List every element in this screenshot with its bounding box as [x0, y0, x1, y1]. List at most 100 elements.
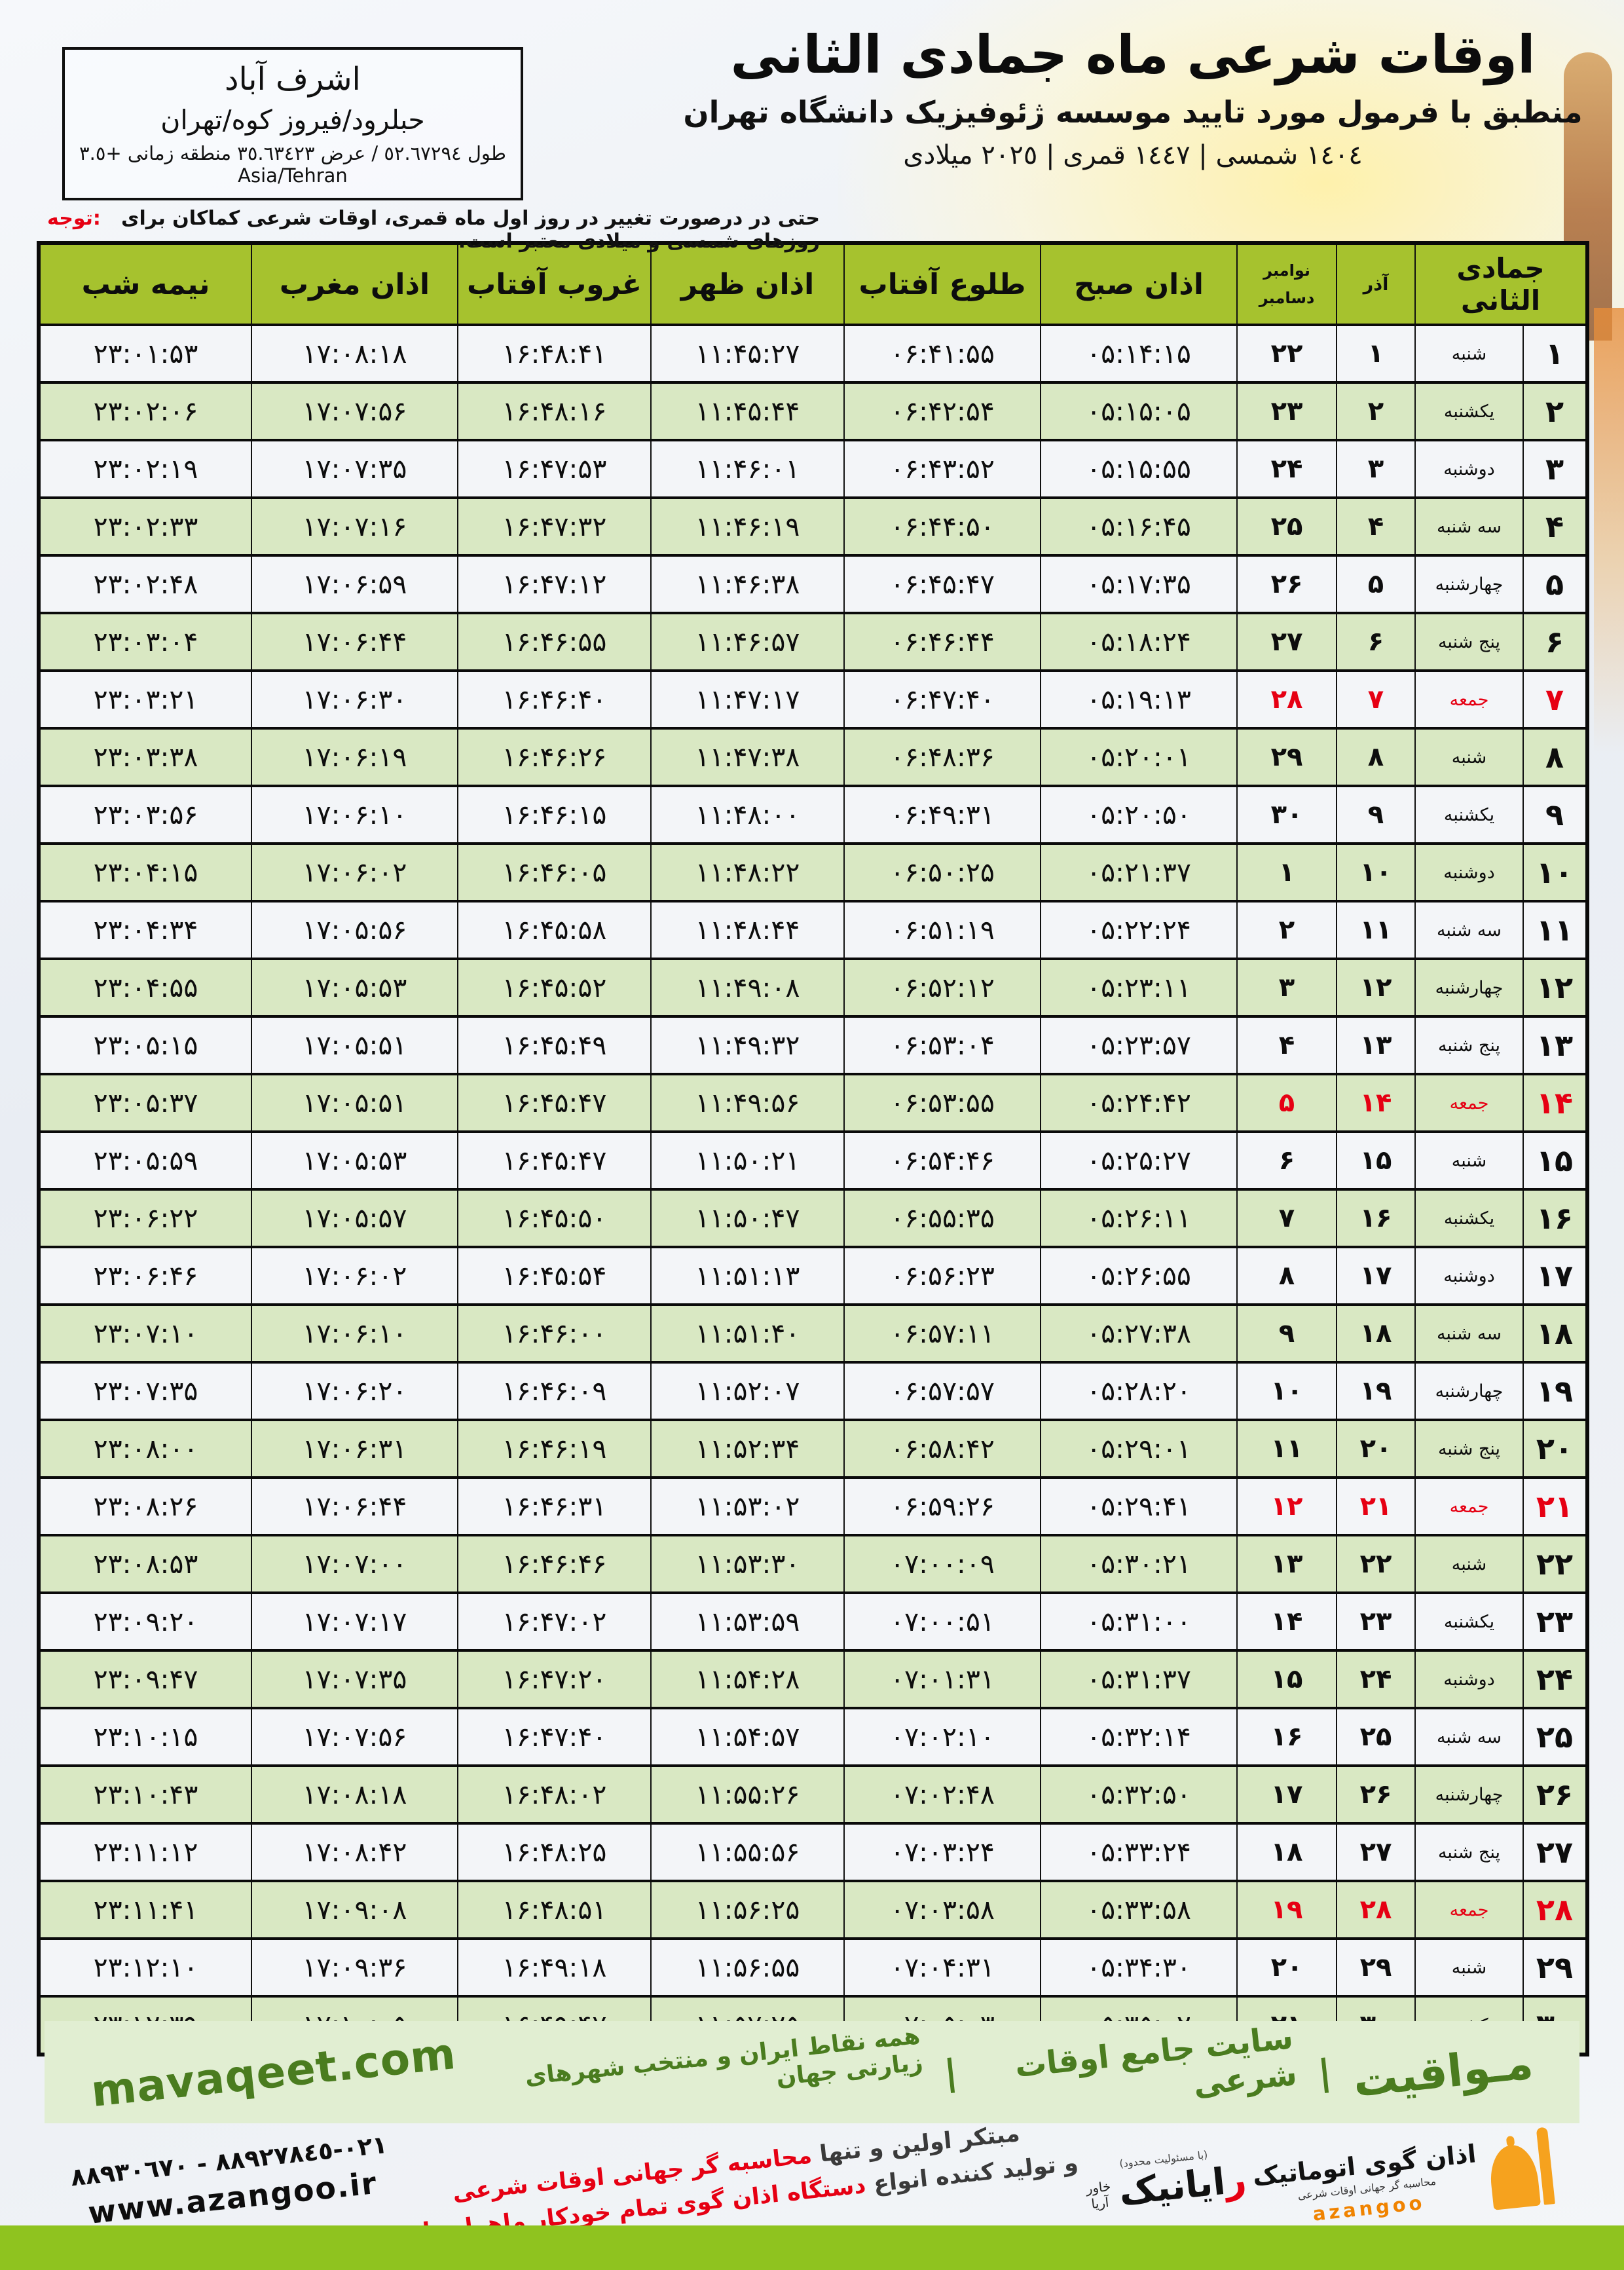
- cell-day: ۲۳: [1522, 1592, 1588, 1651]
- cell-sunset: ۱۶:۴۶:۱۹: [457, 1419, 652, 1478]
- cell-maghrib: ۱۷:۰۶:۰۲: [251, 843, 458, 902]
- cell-midnight: ۲۳:۰۲:۰۶: [38, 382, 252, 441]
- cell-midnight: ۲۳:۱۰:۱۵: [38, 1707, 252, 1766]
- cell-day: ۲: [1522, 382, 1588, 441]
- cell-day: ۱: [1522, 324, 1588, 383]
- cell-sunset: ۱۶:۴۵:۵۸: [457, 901, 652, 959]
- table-row: ۱۱ سه شنبه ۱۱ ۲ ۰۵:۲۲:۲۴ ۰۶:۵۱:۱۹ ۱۱:۴۸:۴۴ ۱۶:۴…: [38, 901, 1588, 959]
- header-midnight: نیمه شب: [38, 242, 252, 326]
- cell-maghrib: ۱۷:۰۷:۱۷: [251, 1592, 458, 1651]
- prayer-times-table: جمادی الثانی آذر نوامبر دسامبر اذان صبح …: [37, 241, 1589, 2056]
- cell-azar: ۲۴: [1336, 1650, 1416, 1709]
- cell-sunrise: ۰۶:۵۹:۲۶: [843, 1477, 1041, 1536]
- cell-sunset: ۱۶:۴۶:۲۶: [457, 728, 652, 787]
- banner-segment-site: سایت جامع اوقات شرعی: [1013, 2019, 1299, 2104]
- cell-greg: ۲: [1236, 901, 1337, 959]
- cell-day: ۱۵: [1522, 1131, 1588, 1190]
- cell-sunset: ۱۶:۴۸:۲۵: [457, 1823, 652, 1882]
- cell-maghrib: ۱۷:۰۶:۱۹: [251, 728, 458, 787]
- cell-fajr: ۰۵:۲۹:۴۱: [1040, 1477, 1238, 1536]
- cell-azar: ۱۵: [1336, 1131, 1416, 1190]
- cell-maghrib: ۱۷:۰۷:۱۶: [251, 497, 458, 556]
- cell-sunrise: ۰۶:۴۴:۵۰: [843, 497, 1041, 556]
- cell-sunrise: ۰۷:۰۱:۳۱: [843, 1650, 1041, 1709]
- cell-weekday: پنج شنبه: [1414, 1419, 1524, 1478]
- cell-azar: ۸: [1336, 728, 1416, 787]
- cell-dhuhr: ۱۱:۵۲:۰۷: [650, 1362, 845, 1421]
- azangoo-logo-text: اذان گوی اتوماتیک محاسبه گر جهانی اوقات …: [1251, 2139, 1482, 2231]
- table-row: ۱۷ دوشنبه ۱۷ ۸ ۰۵:۲۶:۵۵ ۰۶:۵۶:۲۳ ۱۱:۵۱:۱۳ ۱۶:۴۵…: [38, 1246, 1588, 1305]
- cell-azar: ۱: [1336, 324, 1416, 383]
- location-box: اشرف آباد حبلرود/فیروز کوه/تهران طول ٥٢.…: [62, 47, 523, 200]
- cell-sunset: ۱۶:۴۸:۰۲: [457, 1765, 652, 1824]
- cell-dhuhr: ۱۱:۵۱:۴۰: [650, 1304, 845, 1363]
- cell-maghrib: ۱۷:۰۵:۵۶: [251, 901, 458, 959]
- cell-sunset: ۱۶:۴۵:۴۷: [457, 1131, 652, 1190]
- cell-day: ۲۸: [1522, 1880, 1588, 1939]
- cell-greg: ۱۷: [1236, 1765, 1337, 1824]
- cell-midnight: ۲۳:۰۸:۰۰: [38, 1419, 252, 1478]
- cell-greg: ۲۵: [1236, 497, 1337, 556]
- table-row: ۵ چهارشنبه ۵ ۲۶ ۰۵:۱۷:۳۵ ۰۶:۴۵:۴۷ ۱۱:۴۶:۳۸ ۱۶:۴…: [38, 555, 1588, 614]
- cell-azar: ۱۹: [1336, 1362, 1416, 1421]
- cell-sunrise: ۰۶:۵۷:۵۷: [843, 1362, 1041, 1421]
- cell-weekday: دوشنبه: [1414, 439, 1524, 498]
- table-row: ۶ پنج شنبه ۶ ۲۷ ۰۵:۱۸:۲۴ ۰۶:۴۶:۴۴ ۱۱:۴۶:۵۷ ۱۶:۴…: [38, 612, 1588, 671]
- cell-weekday: شنبه: [1414, 1938, 1524, 1997]
- cell-dhuhr: ۱۱:۴۵:۲۷: [650, 324, 845, 383]
- cell-day: ۲۲: [1522, 1535, 1588, 1593]
- cell-day: ۶: [1522, 612, 1588, 671]
- banner-segment-coverage: همه نقاط ایران و منتخب شهرهای زیارتی جها…: [523, 2022, 924, 2091]
- cell-greg: ۲۸: [1236, 670, 1337, 729]
- table-row: ۱۰ دوشنبه ۱۰ ۱ ۰۵:۲۱:۳۷ ۰۶:۵۰:۲۵ ۱۱:۴۸:۲۲ ۱۶:۴۶…: [38, 843, 1588, 902]
- cell-dhuhr: ۱۱:۵۶:۲۵: [650, 1880, 845, 1939]
- cell-midnight: ۲۳:۰۳:۲۱: [38, 670, 252, 729]
- cell-midnight: ۲۳:۱۰:۴۳: [38, 1765, 252, 1824]
- cell-day: ۷: [1522, 670, 1588, 729]
- cell-greg: ۵: [1236, 1073, 1337, 1132]
- cell-azar: ۲۵: [1336, 1707, 1416, 1766]
- location-region: حبلرود/فیروز کوه/تهران: [160, 104, 425, 136]
- cell-azar: ۶: [1336, 612, 1416, 671]
- cell-dhuhr: ۱۱:۴۹:۵۶: [650, 1073, 845, 1132]
- cell-greg: ۱۹: [1236, 1880, 1337, 1939]
- cell-sunset: ۱۶:۴۵:۴۹: [457, 1016, 652, 1075]
- cell-greg: ۱۴: [1236, 1592, 1337, 1651]
- cell-day: ۱۷: [1522, 1246, 1588, 1305]
- cell-sunset: ۱۶:۴۶:۴۶: [457, 1535, 652, 1593]
- cell-greg: ۱۸: [1236, 1823, 1337, 1882]
- cell-sunrise: ۰۶:۵۳:۰۴: [843, 1016, 1041, 1075]
- cell-sunset: ۱۶:۴۶:۳۱: [457, 1477, 652, 1536]
- cell-midnight: ۲۳:۰۲:۱۹: [38, 439, 252, 498]
- cell-sunrise: ۰۶:۵۲:۱۲: [843, 958, 1041, 1017]
- cell-fajr: ۰۵:۱۵:۵۵: [1040, 439, 1238, 498]
- page-title: اوقات شرعی ماه جمادی الثانی: [730, 24, 1536, 85]
- cell-weekday: سه شنبه: [1414, 901, 1524, 959]
- cell-maghrib: ۱۷:۰۶:۳۰: [251, 670, 458, 729]
- cell-maghrib: ۱۷:۰۹:۰۸: [251, 1880, 458, 1939]
- table-row: ۱۵ شنبه ۱۵ ۶ ۰۵:۲۵:۲۷ ۰۶:۵۴:۴۶ ۱۱:۵۰:۲۱ ۱۶:۴۵:۴…: [38, 1131, 1588, 1190]
- cell-maghrib: ۱۷:۰۶:۱۰: [251, 785, 458, 844]
- cell-dhuhr: ۱۱:۴۵:۴۴: [650, 382, 845, 441]
- cell-midnight: ۲۳:۰۹:۲۰: [38, 1592, 252, 1651]
- cell-weekday: جمعه: [1414, 1477, 1524, 1536]
- cell-fajr: ۰۵:۲۱:۳۷: [1040, 843, 1238, 902]
- cell-day: ۵: [1522, 555, 1588, 614]
- cell-maghrib: ۱۷:۰۷:۵۶: [251, 1707, 458, 1766]
- cell-sunrise: ۰۶:۵۵:۳۵: [843, 1189, 1041, 1248]
- cell-day: ۱۴: [1522, 1073, 1588, 1132]
- cell-midnight: ۲۳:۰۳:۵۶: [38, 785, 252, 844]
- cell-weekday: چهارشنبه: [1414, 958, 1524, 1017]
- cell-dhuhr: ۱۱:۴۹:۳۲: [650, 1016, 845, 1075]
- cell-day: ۲۵: [1522, 1707, 1588, 1766]
- cell-azar: ۱۶: [1336, 1189, 1416, 1248]
- cell-fajr: ۰۵:۲۰:۵۰: [1040, 785, 1238, 844]
- cell-dhuhr: ۱۱:۴۶:۱۹: [650, 497, 845, 556]
- cell-sunrise: ۰۷:۰۲:۴۸: [843, 1765, 1041, 1824]
- header-dhuhr: اذان ظهر: [650, 242, 845, 326]
- cell-fajr: ۰۵:۳۱:۳۷: [1040, 1650, 1238, 1709]
- notice-line: توجه: حتی در درصورت تغییر در روز اول ماه…: [47, 207, 820, 253]
- cell-sunrise: ۰۷:۰۰:۰۹: [843, 1535, 1041, 1593]
- cell-sunset: ۱۶:۴۷:۴۰: [457, 1707, 652, 1766]
- cell-dhuhr: ۱۱:۵۳:۳۰: [650, 1535, 845, 1593]
